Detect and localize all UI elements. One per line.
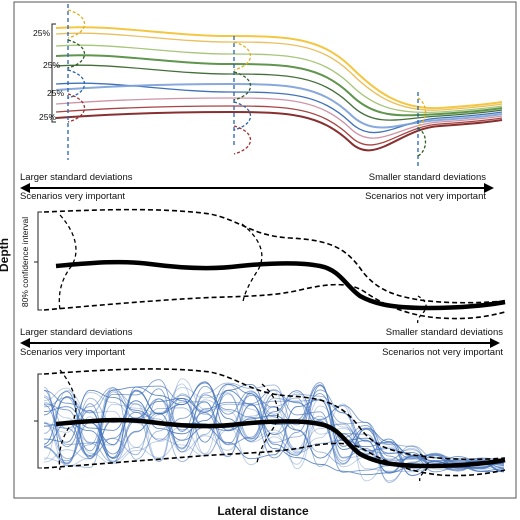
top-profile-line bbox=[55, 110, 503, 152]
arrow-1-right-top: Smaller standard deviations bbox=[369, 172, 486, 183]
top-panel-lines bbox=[55, 26, 503, 152]
bottom-distribution-center bbox=[256, 383, 279, 465]
arrow-2-right-bottom: Scenarios not very important bbox=[382, 347, 503, 358]
top-distribution-curve bbox=[233, 125, 252, 155]
ensemble-profile-line bbox=[43, 387, 505, 470]
figure-frame bbox=[13, 1, 517, 499]
percent-label-2: 25% bbox=[43, 60, 60, 70]
top-profile-line bbox=[55, 44, 503, 114]
top-distribution-curve bbox=[417, 127, 427, 157]
middle-panel-bracket bbox=[37, 211, 42, 311]
ensemble-profile-line bbox=[43, 394, 505, 467]
bottom-distribution-left bbox=[58, 369, 77, 471]
y-axis-title: Depth bbox=[0, 238, 11, 272]
bottom-lower-confidence-bound bbox=[43, 442, 506, 477]
top-panel: 25% 25% 25% 25% bbox=[33, 4, 503, 166]
arrow-2-right-top: Smaller standard deviations bbox=[386, 327, 503, 338]
confidence-interval-label: 80% confidence interval bbox=[20, 217, 30, 307]
bottom-panel bbox=[34, 368, 506, 483]
mean-profile bbox=[55, 259, 506, 311]
middle-panel: 80% confidence interval bbox=[20, 208, 506, 325]
arrow-1-right-bottom: Scenarios not very important bbox=[365, 191, 486, 202]
upper-confidence-bound bbox=[43, 208, 506, 304]
bottom-mean-profile bbox=[55, 417, 506, 469]
top-distribution-curve bbox=[67, 9, 86, 39]
bottom-distribution-right bbox=[418, 453, 429, 483]
arrow-2: Larger standard deviations Scenarios ver… bbox=[20, 327, 503, 358]
percent-label-4: 25% bbox=[39, 112, 56, 122]
top-profile-line bbox=[55, 54, 503, 117]
lower-confidence-bound bbox=[43, 283, 506, 320]
top-profile-line bbox=[55, 32, 503, 111]
top-distribution-curve bbox=[417, 97, 427, 127]
arrow-2-left-bottom: Scenarios very important bbox=[20, 347, 125, 358]
distribution-center bbox=[241, 223, 263, 303]
top-profile-line bbox=[55, 26, 503, 110]
percent-label-1: 25% bbox=[33, 28, 50, 38]
top-distribution-curve bbox=[67, 39, 86, 69]
bottom-panel-bracket bbox=[37, 373, 42, 469]
top-profile-line bbox=[55, 105, 503, 146]
top-distribution-curve bbox=[67, 69, 86, 99]
ensemble-profile-line bbox=[43, 381, 505, 476]
distribution-right bbox=[416, 295, 427, 325]
ensemble-profile-line bbox=[43, 382, 505, 465]
top-panel-distributions bbox=[67, 4, 427, 166]
bottom-upper-confidence-bound bbox=[43, 368, 506, 461]
top-panel-bracket bbox=[51, 23, 56, 123]
percent-label-3: 25% bbox=[47, 88, 64, 98]
arrow-1-left-top: Larger standard deviations bbox=[20, 172, 133, 183]
ensemble-profile-line bbox=[43, 398, 505, 466]
top-distribution-curve bbox=[67, 93, 86, 123]
top-profile-line bbox=[55, 64, 503, 121]
arrow-1: Larger standard deviations Scenarios ver… bbox=[20, 172, 494, 202]
top-profile-line bbox=[55, 97, 503, 139]
arrow-1-left-bottom: Scenarios very important bbox=[20, 191, 125, 202]
top-distribution-curve bbox=[233, 71, 252, 101]
top-profile-line bbox=[55, 82, 503, 129]
distribution-left bbox=[58, 214, 77, 311]
top-distribution-curve bbox=[233, 41, 252, 71]
arrow-2-left-top: Larger standard deviations bbox=[20, 327, 133, 338]
ensemble-profile-line bbox=[43, 390, 505, 471]
top-profile-line bbox=[55, 82, 503, 134]
x-axis-title: Lateral distance bbox=[217, 504, 309, 518]
